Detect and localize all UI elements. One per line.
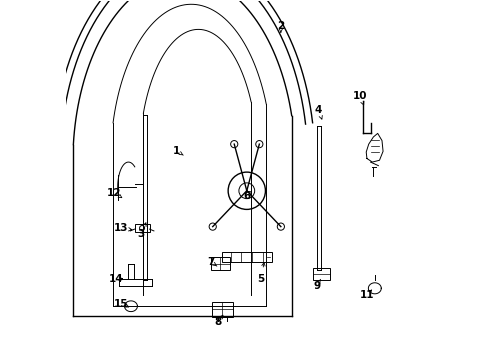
Bar (221, 252, 272, 262)
Text: 14: 14 (109, 274, 123, 284)
Text: 3: 3 (137, 229, 145, 239)
Text: 1: 1 (173, 146, 180, 156)
Text: 11: 11 (360, 290, 374, 300)
Text: 10: 10 (352, 91, 367, 101)
Text: 8: 8 (215, 317, 222, 327)
Text: 4: 4 (315, 105, 322, 115)
Bar (211, 257, 230, 270)
Text: 2: 2 (277, 21, 285, 31)
Text: 6: 6 (243, 191, 250, 201)
Bar (313, 268, 330, 280)
Text: 5: 5 (258, 274, 265, 284)
Text: 12: 12 (107, 188, 122, 198)
Text: 15: 15 (114, 299, 128, 309)
Text: 7: 7 (207, 257, 215, 267)
Text: 13: 13 (114, 224, 128, 233)
Bar (212, 302, 233, 317)
Text: 9: 9 (313, 281, 320, 291)
Bar (135, 224, 149, 232)
